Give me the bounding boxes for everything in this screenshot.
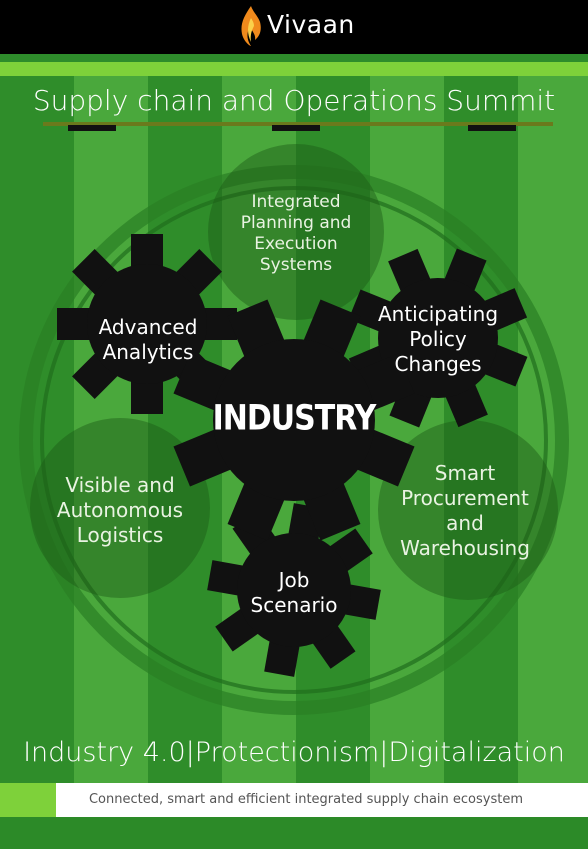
title-underline [43,122,553,126]
footer-accent [0,783,56,817]
gear-label-policy: Anticipating Policy Changes [377,302,499,376]
circle-procurement [378,420,558,600]
gear-label-analytics: Advanced Analytics [98,315,198,364]
lime-stripe [0,62,588,76]
outer-ring [19,165,569,715]
flame-icon [241,6,261,46]
summit-title: Supply chain and Operations Summit [32,84,556,117]
footer-stripe [0,817,588,849]
footer-band [56,783,588,817]
underline-dash [68,125,116,131]
footer-text: Connected, smart and efficient integrate… [88,792,523,807]
circle-label-planning: Integrated Planning and Execution System… [240,192,352,275]
underline-dash [468,125,516,131]
circle-planning [208,144,384,320]
gear-label-job: Job Scenario [250,568,338,617]
header-bar: Vivaan [0,0,588,54]
top-stripe [0,54,588,62]
circle-label-logistics: Visible and Autonomous Logistics [56,473,184,547]
brand-name: Vivaan [267,10,355,39]
tagline: Industry 4.0|Protectionism|Digitalizatio… [23,737,565,768]
underline-dash [272,125,320,131]
center-label-industry: INDUSTRY [212,398,377,439]
inner-ring [40,186,548,694]
circle-logistics [30,418,210,598]
circle-label-procurement: Smart Procurement and Warehousing [400,461,530,560]
